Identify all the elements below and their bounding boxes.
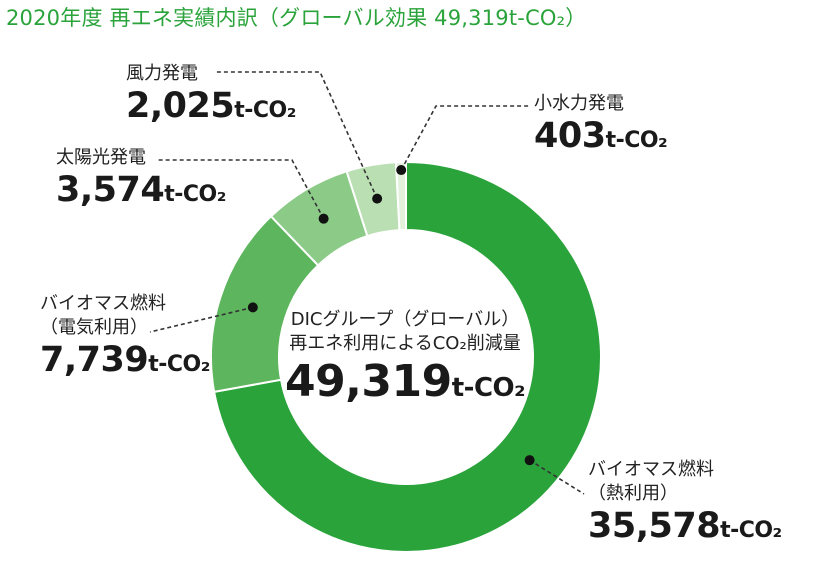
leader-biomass-heat-line (529, 459, 585, 495)
slice-small-hydro (394, 160, 407, 232)
label-solar: 太陽光発電 3,574t-CO₂ (56, 146, 226, 215)
leader-small-hydro-line (400, 105, 530, 171)
label-solar-unit: t-CO₂ (164, 182, 226, 207)
label-biomass-heat-name: バイオマス燃料 (588, 459, 714, 480)
center-line1: DICグループ（グローバル） (290, 309, 520, 330)
label-solar-name: 太陽光発電 (56, 147, 146, 168)
label-biomass-electric-name: バイオマス燃料 (40, 293, 166, 314)
label-biomass-heat-name2: （熱利用） (588, 483, 678, 504)
leader-small-hydro-dot (396, 165, 407, 176)
leader-biomass-electric-line (149, 306, 254, 333)
leader-solar-dot (318, 213, 329, 224)
center-summary: DICグループ（グローバル） 再エネ利用によるCO₂削減量 49,319t-CO… (250, 308, 560, 414)
label-wind-value: 2,025 (126, 86, 235, 126)
label-wind: 風力発電 2,025t-CO₂ (126, 62, 296, 131)
label-biomass-electric: バイオマス燃料 （電気利用） 7,739t-CO₂ (40, 292, 210, 385)
label-wind-unit: t-CO₂ (234, 98, 296, 123)
label-biomass-electric-value: 7,739 (40, 340, 149, 380)
label-solar-value: 3,574 (56, 170, 165, 210)
label-small-hydro-unit: t-CO₂ (605, 128, 668, 153)
label-biomass-electric-unit: t-CO₂ (148, 352, 210, 377)
label-biomass-heat-value: 35,578 (588, 506, 721, 546)
label-small-hydro-name: 小水力発電 (534, 93, 624, 114)
label-wind-name: 風力発電 (126, 63, 198, 84)
label-small-hydro-value: 403 (534, 116, 606, 156)
slice-biomass-heat (212, 160, 602, 553)
center-value: 49,319 (284, 356, 452, 407)
leader-wind-dot (372, 193, 383, 204)
leader-solar-line (158, 159, 325, 220)
label-small-hydro: 小水力発電 403t-CO₂ (534, 92, 668, 161)
center-unit: t-CO₂ (451, 373, 526, 403)
label-biomass-heat: バイオマス燃料 （熱利用） 35,578t-CO₂ (588, 458, 782, 551)
label-biomass-electric-name2: （電気利用） (40, 317, 148, 338)
chart-title: 2020年度 再エネ実績内訳（グローバル効果 49,319t-CO₂） (6, 6, 587, 30)
center-line2: 再エネ利用によるCO₂削減量 (289, 333, 521, 354)
leader-biomass-heat-dot (524, 455, 535, 466)
label-biomass-heat-unit: t-CO₂ (720, 518, 782, 543)
leader-biomass-electric-dot (247, 302, 258, 313)
